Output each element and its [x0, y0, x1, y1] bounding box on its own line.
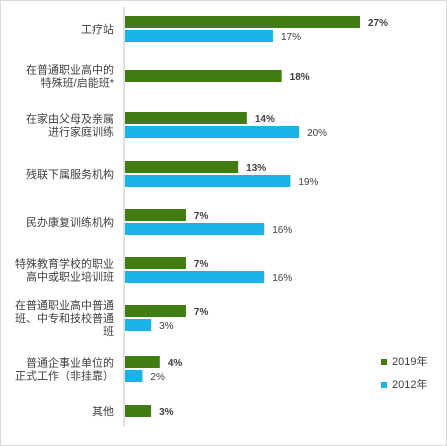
data-label: 4% — [168, 358, 183, 369]
data-label: 3% — [159, 321, 174, 332]
bar-series-2012 — [125, 30, 273, 42]
category-label: 在家由父母及亲属进行家庭训练 — [26, 112, 114, 139]
data-label: 27% — [368, 18, 388, 29]
bar-series-2012 — [125, 319, 152, 331]
data-label: 20% — [307, 128, 327, 139]
category-label: 普通企事业单位的正式工作（非挂靠） — [15, 356, 114, 383]
category-label: 在普通职业高中普通班、中专和技校普通班 — [15, 298, 114, 338]
legend-label: 2019年 — [392, 354, 427, 368]
data-label: 7% — [194, 307, 209, 318]
category-label: 其他 — [92, 405, 114, 418]
bar-series-2019 — [125, 356, 160, 368]
category-label: 在普通职业高中的特殊班/启能班* — [26, 63, 115, 90]
category-label: 残联下属服务机构 — [26, 167, 114, 181]
data-label: 18% — [290, 72, 310, 83]
data-label: 7% — [194, 211, 209, 222]
data-label: 14% — [255, 114, 275, 125]
bar-series-2012 — [125, 175, 291, 187]
data-label: 19% — [298, 177, 318, 188]
category-label: 工疗站 — [81, 22, 114, 36]
bar-series-2012 — [125, 271, 265, 283]
data-label: 16% — [272, 273, 292, 284]
data-label: 17% — [281, 32, 301, 43]
data-label: 2% — [150, 372, 165, 383]
bar-series-2012 — [125, 126, 300, 138]
data-label: 16% — [272, 225, 292, 236]
category-label: 民办康复训练机构 — [26, 215, 114, 229]
bar-series-2012 — [125, 370, 143, 382]
bar-series-2019 — [125, 112, 247, 124]
legend-swatch — [381, 359, 387, 365]
bar-series-2019 — [125, 16, 360, 28]
legend-swatch — [381, 382, 387, 388]
bar-series-2019 — [125, 257, 186, 269]
bar-series-2012 — [125, 223, 265, 235]
bar-series-2019 — [125, 161, 239, 173]
data-label: 3% — [159, 407, 174, 418]
data-label: 13% — [246, 163, 266, 174]
bar-series-2019 — [125, 209, 186, 221]
bar-series-2019 — [125, 305, 186, 317]
bar-series-2019 — [125, 405, 152, 417]
legend-label: 2012年 — [392, 377, 427, 391]
bar-series-2019 — [125, 70, 282, 82]
category-label: 特殊教育学校的职业高中或职业培训班 — [15, 257, 114, 284]
data-label: 7% — [194, 259, 209, 270]
